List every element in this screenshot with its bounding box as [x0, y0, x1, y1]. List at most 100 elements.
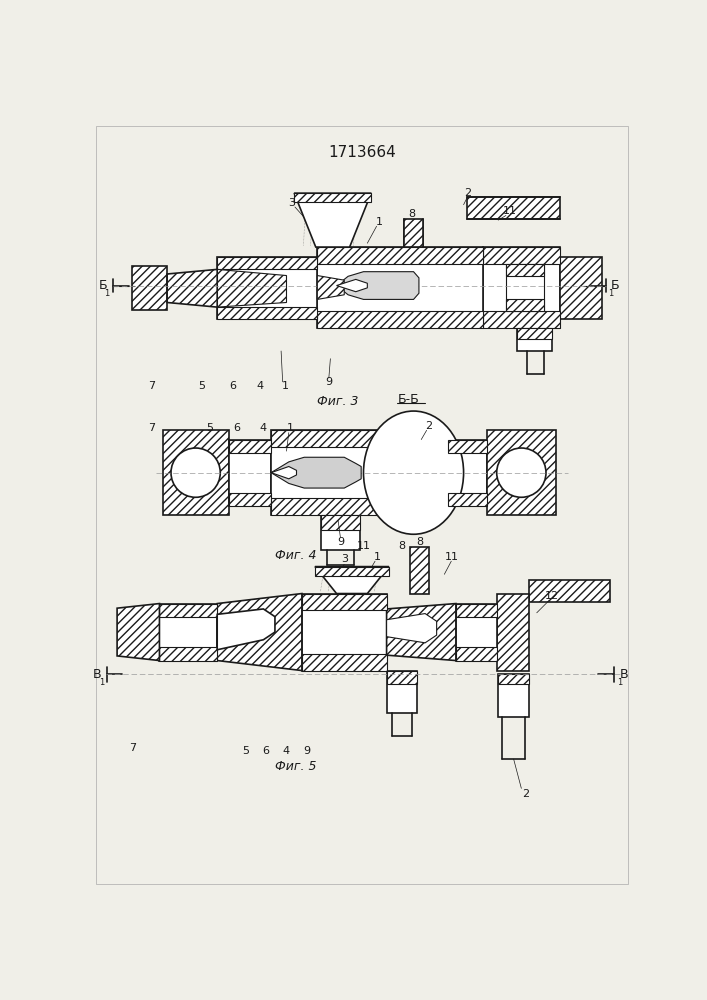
- Bar: [506, 264, 544, 311]
- Text: 1: 1: [105, 289, 110, 298]
- Text: 1: 1: [287, 423, 294, 433]
- Polygon shape: [271, 457, 361, 488]
- Text: 9: 9: [337, 537, 344, 547]
- Bar: [160, 647, 217, 661]
- Bar: [456, 604, 497, 617]
- Bar: [317, 247, 483, 328]
- Bar: [448, 493, 486, 506]
- Text: 12: 12: [545, 591, 559, 601]
- Bar: [160, 604, 217, 661]
- Polygon shape: [337, 279, 368, 292]
- Polygon shape: [337, 272, 419, 299]
- Text: 4: 4: [256, 381, 263, 391]
- Text: 8: 8: [416, 537, 423, 547]
- Polygon shape: [217, 594, 302, 671]
- Text: 3: 3: [341, 554, 348, 564]
- Polygon shape: [315, 567, 389, 594]
- Text: 11: 11: [356, 541, 370, 551]
- Bar: [321, 515, 360, 530]
- Text: 11: 11: [445, 552, 459, 562]
- Text: 2: 2: [426, 421, 433, 431]
- Bar: [560, 257, 602, 319]
- Bar: [317, 247, 483, 264]
- Text: 1: 1: [617, 678, 623, 687]
- Bar: [229, 440, 271, 506]
- Bar: [302, 594, 387, 610]
- Text: 1: 1: [608, 289, 613, 298]
- Bar: [302, 594, 387, 671]
- Text: 4: 4: [260, 423, 267, 433]
- Bar: [317, 311, 483, 328]
- Text: 8: 8: [409, 209, 416, 219]
- Text: 7: 7: [148, 423, 156, 433]
- Bar: [498, 674, 529, 684]
- Text: Фиг. 4: Фиг. 4: [275, 549, 317, 562]
- Polygon shape: [217, 609, 275, 650]
- Text: В: В: [620, 668, 629, 681]
- Text: 8: 8: [399, 541, 406, 551]
- Bar: [271, 498, 448, 515]
- Text: Фиг. 5: Фиг. 5: [275, 760, 317, 773]
- Bar: [529, 580, 610, 602]
- Bar: [498, 674, 529, 717]
- Bar: [315, 567, 389, 576]
- Bar: [404, 219, 423, 247]
- Bar: [506, 299, 544, 311]
- Circle shape: [497, 448, 546, 497]
- Text: 1: 1: [374, 552, 381, 562]
- Text: 7: 7: [129, 743, 136, 753]
- Text: Фиг. 3: Фиг. 3: [317, 395, 358, 408]
- Text: 5: 5: [198, 381, 205, 391]
- Bar: [163, 430, 229, 515]
- Text: Б: Б: [98, 279, 107, 292]
- Bar: [229, 493, 271, 506]
- Text: Б: Б: [611, 279, 619, 292]
- Circle shape: [171, 448, 221, 497]
- Bar: [217, 257, 317, 269]
- Bar: [387, 671, 417, 684]
- Text: 3: 3: [288, 198, 296, 208]
- Bar: [411, 547, 429, 594]
- Polygon shape: [317, 276, 344, 299]
- Bar: [518, 328, 552, 339]
- Bar: [467, 197, 560, 219]
- Bar: [271, 430, 448, 447]
- Text: 5: 5: [243, 746, 249, 756]
- Bar: [506, 264, 544, 276]
- Polygon shape: [117, 604, 160, 661]
- Bar: [294, 193, 371, 202]
- Bar: [229, 440, 271, 453]
- Polygon shape: [217, 269, 286, 307]
- Text: В: В: [93, 668, 102, 681]
- Bar: [497, 594, 529, 671]
- Text: 1: 1: [99, 678, 105, 687]
- Bar: [483, 311, 560, 328]
- Text: 7: 7: [148, 381, 156, 391]
- Text: 5: 5: [206, 423, 213, 433]
- Bar: [448, 440, 486, 453]
- Polygon shape: [271, 466, 296, 479]
- Ellipse shape: [363, 411, 464, 534]
- Bar: [387, 671, 417, 713]
- Bar: [483, 247, 560, 264]
- Text: 6: 6: [233, 423, 240, 433]
- Text: 2: 2: [522, 789, 529, 799]
- Bar: [486, 430, 556, 515]
- Bar: [160, 604, 217, 617]
- Polygon shape: [167, 269, 217, 307]
- Text: 2: 2: [464, 188, 471, 198]
- Bar: [271, 430, 448, 515]
- Bar: [483, 247, 560, 328]
- Text: 6: 6: [229, 381, 236, 391]
- Polygon shape: [387, 614, 437, 643]
- Bar: [132, 266, 167, 310]
- Bar: [518, 328, 552, 351]
- Text: 9: 9: [325, 377, 332, 387]
- Bar: [217, 257, 317, 319]
- Polygon shape: [387, 604, 456, 661]
- Text: Б-Б: Б-Б: [398, 393, 420, 406]
- Text: 11: 11: [503, 206, 517, 216]
- Polygon shape: [294, 193, 371, 247]
- Text: 9: 9: [304, 746, 311, 756]
- Bar: [217, 307, 317, 319]
